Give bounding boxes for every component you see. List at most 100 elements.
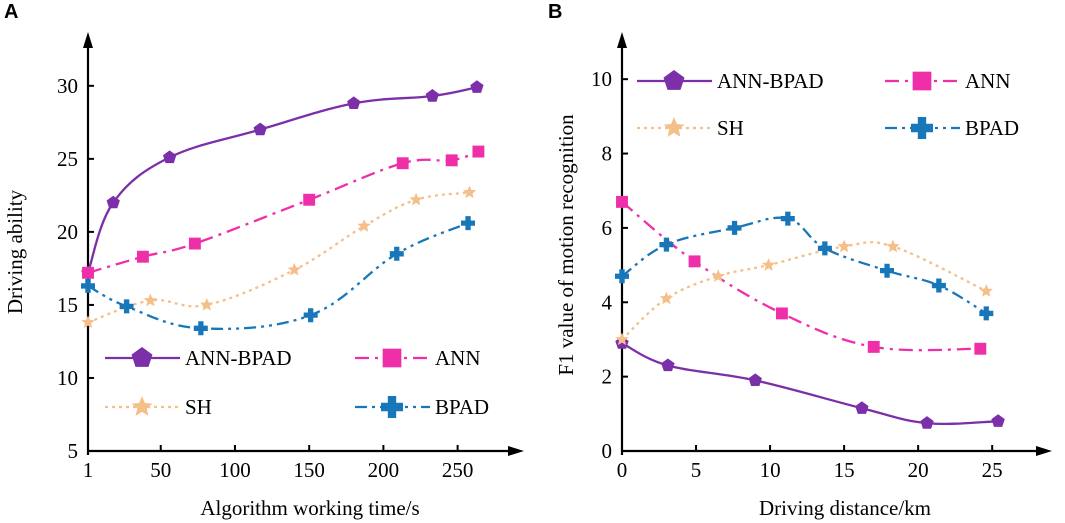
- panel-b-point-sh: [761, 258, 776, 271]
- panel-a-line-ann-bpad: [86, 86, 478, 274]
- panel-b-point-ann-bpad: [855, 401, 869, 414]
- panel-a-y-tick-label: 15: [57, 293, 78, 317]
- panel-b-point-ann: [974, 342, 987, 355]
- panel-a-y-tick-label: 10: [57, 366, 78, 390]
- panel-a-x-tick-label: 150: [293, 458, 325, 482]
- panel-a-point-ann-bpad: [425, 89, 439, 102]
- panel-b-legend-marker-ann-bpad: [663, 70, 685, 90]
- panel-a-point-ann: [472, 145, 485, 158]
- panel-b-line-ann: [621, 201, 981, 352]
- panel-b-point-sh: [837, 239, 851, 253]
- panel-a-y-tick-label: 5: [68, 439, 79, 463]
- panel-b-point-bpad: [659, 237, 674, 252]
- panel-a-x-tick-label: 50: [150, 458, 171, 482]
- panel-a-x-tick-label: 250: [442, 458, 474, 482]
- panel-b-y-tick-label: 4: [602, 290, 613, 314]
- panel-a-point-sh: [81, 315, 95, 329]
- panel-a-point-ann-bpad: [253, 122, 267, 136]
- panel-a-point-sh: [357, 219, 371, 232]
- panel-a-y-tick-label: 20: [57, 220, 78, 244]
- panel-b-x-axis-arrow: [1036, 446, 1052, 456]
- panel-b-legend-label-sh: SH: [717, 116, 744, 140]
- panel-b-point-sh: [979, 284, 993, 297]
- panel-b-point-bpad: [727, 220, 742, 235]
- panel-b-y-tick-label: 8: [602, 142, 613, 166]
- panel-a-legend-marker-ann-bpad: [131, 347, 153, 367]
- panel-b-series: [615, 195, 1005, 429]
- panel-a-x-tick-label: 1: [83, 458, 94, 482]
- panel-a-y-tick-label: 30: [57, 74, 78, 98]
- panel-b-x-tick-label: 10: [760, 458, 781, 482]
- panel-a-letter: A: [4, 1, 18, 23]
- panel-b-point-ann: [867, 340, 880, 353]
- panel-b-x-tick-label: 15: [834, 458, 855, 482]
- panel-b-y-tick-label: 2: [602, 365, 613, 389]
- panel-a-point-bpad: [119, 299, 134, 314]
- panel-a-legend-marker-bpad: [381, 396, 403, 418]
- panel-b-point-sh: [615, 332, 629, 346]
- panel-b-point-ann-bpad: [748, 373, 762, 386]
- panel-b-y-title: F1 value of motion recognition: [554, 114, 578, 376]
- panel-b-x-tick-label: 20: [908, 458, 929, 482]
- panel-b-line-sh: [621, 240, 987, 341]
- panel-b-point-bpad: [880, 263, 894, 278]
- panel-a-line-bpad: [87, 222, 469, 330]
- panel-a-legend-label-ann-bpad: ANN-BPAD: [185, 346, 292, 370]
- panel-a-point-ann-bpad: [470, 80, 484, 93]
- panel-b-point-bpad: [817, 241, 832, 256]
- panel-a-legend-label-sh: SH: [185, 395, 212, 419]
- panel-a-point-ann: [303, 193, 316, 206]
- panel-b-y-tick-label: 0: [602, 439, 613, 463]
- panel-a-point-sh: [409, 192, 423, 206]
- panel-b-legend-marker-ann: [912, 71, 932, 91]
- panel-a-x-axis-arrow: [508, 446, 524, 456]
- panel-b-letter: B: [548, 1, 562, 23]
- panel-b-line-bpad: [621, 216, 987, 315]
- panel-b-legend-marker-bpad: [911, 117, 933, 139]
- panel-b-legend: ANN-BPAD ANN SH BPAD: [637, 69, 1019, 140]
- panel-b-legend-label-bpad: BPAD: [965, 116, 1019, 140]
- panel-a-point-ann: [136, 250, 149, 263]
- panel-a-y-axis-arrow: [83, 32, 93, 48]
- panel-b-x-title: Driving distance/km: [759, 496, 931, 520]
- panel-a-point-ann: [445, 154, 458, 167]
- panel-a-point-bpad: [81, 278, 95, 293]
- panel-a-x-ticks: 1 50 100 150 200 250: [83, 445, 474, 482]
- panel-b-point-sh: [886, 239, 900, 253]
- panel-a-point-ann-bpad: [347, 96, 361, 109]
- panel-a-x-tick-label: 100: [219, 458, 251, 482]
- panel-a-point-bpad: [303, 308, 318, 323]
- panel-a-point-ann-bpad: [106, 195, 120, 209]
- panel-a-y-tick-label: 25: [57, 147, 78, 171]
- panel-b-x-tick-label: 5: [691, 458, 702, 482]
- panel-b-legend-marker-sh: [663, 117, 685, 137]
- panel-b-legend-label-ann-bpad: ANN-BPAD: [717, 69, 824, 93]
- panel-a-point-bpad: [389, 246, 404, 261]
- panel-a-x-title: Algorithm working time/s: [200, 496, 419, 520]
- panel-b-x-ticks: 0 5 10 15 20 25: [617, 445, 1003, 482]
- panel-b-point-ann-bpad: [661, 358, 675, 372]
- panel-b-point-bpad: [615, 269, 629, 284]
- panel-b-y-tick-label: 10: [591, 67, 612, 91]
- panel-a-point-bpad: [461, 216, 475, 231]
- panel-a-point-sh: [143, 293, 157, 307]
- panel-a-legend-marker-ann: [382, 348, 402, 368]
- panel-b-point-sh: [659, 291, 674, 305]
- panel-a-point-sh: [287, 262, 301, 276]
- panel-a-point-sh: [462, 185, 477, 199]
- panel-a-point-sh: [200, 297, 214, 311]
- panel-b-x-tick-label: 25: [982, 458, 1003, 482]
- panel-a-legend-label-bpad: BPAD: [435, 395, 489, 419]
- panel-b-x-tick-label: 0: [617, 458, 628, 482]
- panel-a-point-ann-bpad: [163, 150, 177, 164]
- panel-b-point-ann-bpad: [920, 416, 934, 429]
- panel-b-y-tick-label: 6: [602, 216, 613, 240]
- panel-a-y-ticks: 5 10 15 20 25 30: [57, 74, 94, 463]
- panel-b-point-bpad: [780, 211, 795, 226]
- panel-a-point-ann: [82, 266, 94, 279]
- panel-a-legend: ANN-BPAD ANN SH BPAD: [105, 346, 489, 419]
- panel-b-line-ann-bpad: [621, 342, 999, 426]
- panel-b-point-ann: [688, 255, 701, 268]
- panel-a-point-ann: [396, 157, 409, 170]
